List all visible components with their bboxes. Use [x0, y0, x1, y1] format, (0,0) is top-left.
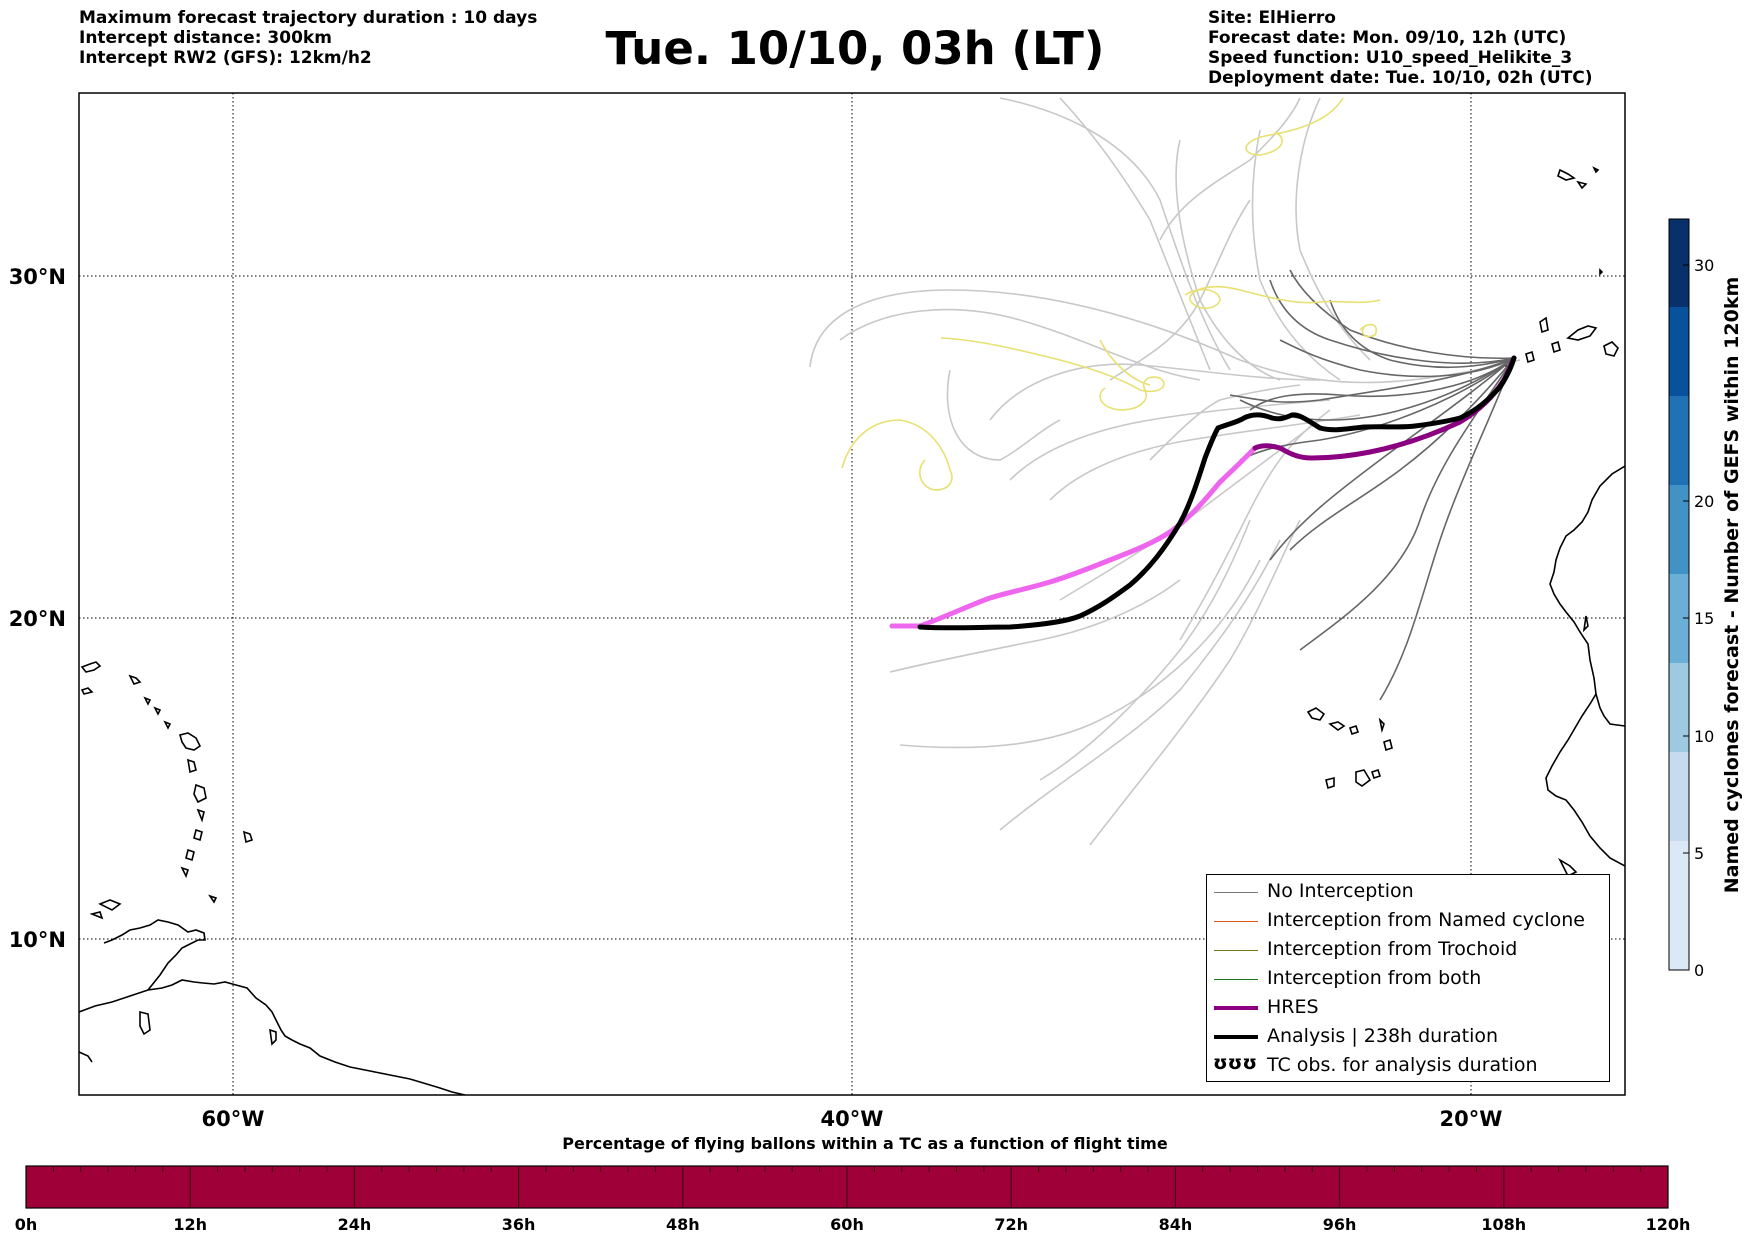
- legend-tc-obs: ʊʊʊ TC obs. for analysis duration: [1207, 1052, 1609, 1081]
- lat-label-30n: 30°N: [9, 265, 66, 289]
- forecast-info-left: Maximum forecast trajectory duration : 1…: [79, 8, 537, 68]
- cbar-tick-10: 10: [1694, 727, 1714, 746]
- info-intercept-rw2: Intercept RW2 (GFS): 12km/h2: [79, 48, 372, 68]
- tc-percentage-bar: [25, 1165, 1669, 1209]
- tc-percentage-title: Percentage of flying ballons within a TC…: [562, 1134, 1168, 1153]
- legend-label: Analysis | 238h duration: [1267, 1025, 1499, 1047]
- time-label: 60h: [830, 1215, 864, 1234]
- lon-label-60w: 60°W: [202, 1107, 265, 1131]
- hres-trajectory: [889, 355, 1517, 629]
- info-speed-function: Speed function: U10_speed_Helikite_3: [1208, 48, 1573, 68]
- legend-hres: HRES: [1207, 994, 1609, 1023]
- forecast-info-right: Site: ElHierro Forecast date: Mon. 09/10…: [1208, 8, 1593, 88]
- cbar-tick-20: 20: [1694, 492, 1714, 511]
- lon-label-20w: 20°W: [1440, 1107, 1503, 1131]
- legend-label: HRES: [1267, 996, 1319, 1018]
- time-label: 24h: [338, 1215, 372, 1234]
- cyclone-colorbar-title: Named cyclones forecast - Number of GEFS…: [1712, 218, 1752, 952]
- tc-obs-glyph-icon: ʊʊʊ: [1213, 1052, 1258, 1074]
- time-label: 108h: [1481, 1215, 1526, 1234]
- legend-no-interception: No Interception: [1207, 878, 1609, 907]
- cbar-tick-5: 5: [1694, 844, 1704, 863]
- time-label: 36h: [502, 1215, 536, 1234]
- time-axis-labels: 0h 12h 24h 36h 48h 60h 72h 84h 96h 108h 120h: [15, 1215, 1691, 1234]
- time-label: 120h: [1646, 1215, 1691, 1234]
- time-label: 0h: [15, 1215, 38, 1234]
- map-title: Tue. 10/10, 03h (LT): [605, 22, 1105, 75]
- time-label: 72h: [994, 1215, 1028, 1234]
- info-forecast-date: Forecast date: Mon. 09/10, 12h (UTC): [1208, 28, 1567, 48]
- legend-label: Interception from Trochoid: [1267, 938, 1518, 960]
- legend-trochoid: Interception from Trochoid: [1207, 936, 1609, 965]
- info-max-duration: Maximum forecast trajectory duration : 1…: [79, 8, 538, 28]
- time-label: 96h: [1323, 1215, 1357, 1234]
- analysis-trajectory: [917, 355, 1517, 631]
- map-frame: [78, 92, 1626, 1096]
- cbar-tick-15: 15: [1694, 609, 1714, 628]
- ensemble-trajectories-dark: [1229, 269, 1515, 701]
- lat-label-20n: 20°N: [9, 607, 66, 631]
- info-deployment-date: Deployment date: Tue. 10/10, 02h (UTC): [1208, 68, 1593, 88]
- info-intercept-distance: Intercept distance: 300km: [79, 28, 332, 48]
- time-label: 48h: [666, 1215, 700, 1234]
- cbar-tick-30: 30: [1694, 256, 1714, 275]
- ensemble-trajectories-light: [809, 97, 1521, 846]
- coastline-africa: [1306, 166, 1625, 878]
- cyclone-colorbar: 0 5 10 15 20 30: [1668, 218, 1714, 980]
- legend-swatch-no-interception: [1214, 892, 1258, 893]
- lat-label-10n: 10°N: [9, 928, 66, 952]
- time-label: 12h: [173, 1215, 207, 1234]
- legend-swatch-named-cyclone: [1214, 921, 1258, 922]
- legend-both: Interception from both: [1207, 965, 1609, 994]
- cbar-tick-0: 0: [1694, 961, 1704, 980]
- legend-swatch-both: [1214, 979, 1258, 980]
- legend-label: Interception from Named cyclone: [1267, 909, 1585, 931]
- time-label: 84h: [1159, 1215, 1193, 1234]
- trochoid-trajectories: [841, 97, 1381, 491]
- legend-label: No Interception: [1267, 880, 1414, 902]
- legend-label: TC obs. for analysis duration: [1267, 1054, 1538, 1076]
- legend-analysis: Analysis | 238h duration: [1207, 1023, 1609, 1052]
- lon-label-40w: 40°W: [821, 1107, 884, 1131]
- coastline-caribbean: [79, 661, 466, 1095]
- legend-named-cyclone: Interception from Named cyclone: [1207, 907, 1609, 936]
- legend-swatch-analysis: [1214, 1035, 1258, 1039]
- legend-label: Interception from both: [1267, 967, 1482, 989]
- legend-swatch-hres: [1214, 1006, 1258, 1010]
- map-legend: No Interception Interception from Named …: [1206, 874, 1610, 1082]
- legend-swatch-trochoid: [1214, 950, 1258, 951]
- info-site: Site: ElHierro: [1208, 8, 1336, 28]
- cyclone-colorbar-title-text: Named cyclones forecast - Number of GEFS…: [1721, 276, 1743, 894]
